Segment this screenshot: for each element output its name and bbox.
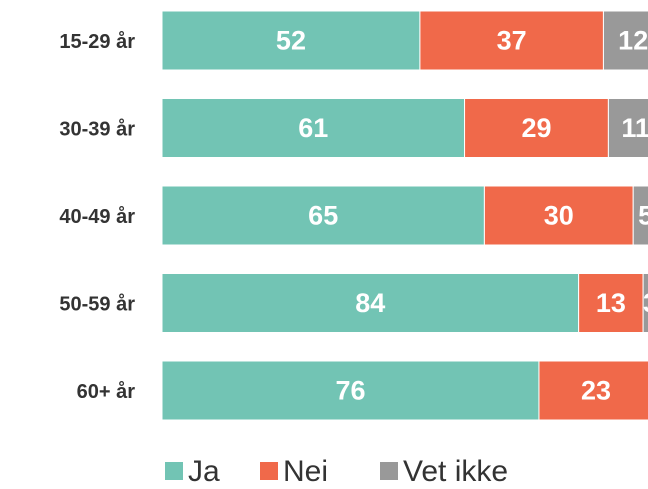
category-label: 30-39 år	[59, 117, 135, 140]
legend-swatch	[380, 462, 398, 480]
bar-segment	[607, 98, 648, 158]
bar-segment	[602, 10, 648, 71]
legend-swatch	[165, 462, 183, 480]
category-label: 15-29 år	[59, 30, 135, 53]
value-label: 30	[544, 201, 574, 231]
bar-segment	[419, 10, 604, 71]
bar-segment	[578, 273, 644, 333]
legend-swatch	[260, 462, 278, 480]
value-label: 5	[638, 201, 648, 231]
value-label: 11	[621, 113, 648, 143]
value-label: 61	[298, 113, 328, 143]
bar-segment	[632, 185, 648, 246]
category-label: 40-49 år	[59, 205, 135, 228]
value-label: 84	[355, 288, 385, 318]
bar-segment	[483, 185, 634, 246]
value-label: 13	[596, 288, 626, 318]
bar-segment	[161, 360, 540, 421]
bar-segment	[642, 273, 648, 333]
value-label: 76	[335, 376, 365, 406]
value-label: 12	[618, 26, 648, 56]
category-label: 50-59 år	[59, 292, 135, 315]
legend-label: Vet ikke	[403, 455, 508, 488]
value-label: 3	[643, 288, 648, 318]
value-label: 23	[581, 376, 611, 406]
category-label: 60+ år	[77, 380, 136, 403]
legend-label: Nei	[283, 455, 328, 488]
bar-segment	[161, 98, 466, 158]
value-label: 65	[308, 201, 338, 231]
legend-label: Ja	[188, 455, 220, 488]
value-label: 37	[497, 26, 527, 56]
bar-segment	[161, 273, 580, 333]
bar-segment	[161, 10, 421, 71]
bar-segment	[464, 98, 609, 158]
bar-segment	[538, 360, 648, 421]
value-label: 52	[276, 26, 306, 56]
value-label: 29	[521, 113, 551, 143]
